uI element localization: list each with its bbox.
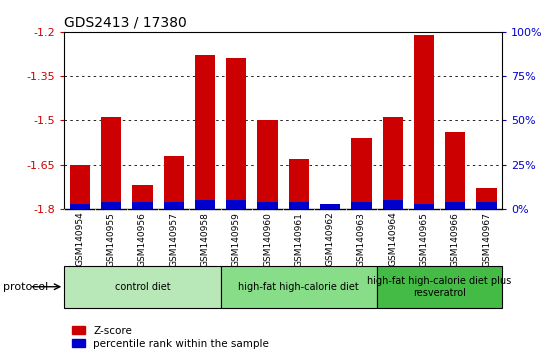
Text: GSM140966: GSM140966: [451, 212, 460, 267]
Bar: [195, 56, 215, 209]
Bar: [477, 188, 497, 209]
Text: GSM140962: GSM140962: [326, 212, 335, 267]
Bar: [477, 202, 497, 209]
Text: GSM140964: GSM140964: [388, 212, 397, 267]
Text: GSM140965: GSM140965: [420, 212, 429, 267]
Bar: [445, 202, 465, 209]
Bar: [132, 185, 152, 209]
Legend: Z-score, percentile rank within the sample: Z-score, percentile rank within the samp…: [72, 326, 269, 349]
Bar: [414, 204, 434, 209]
Bar: [414, 35, 434, 209]
Bar: [288, 202, 309, 209]
Bar: [320, 204, 340, 209]
Bar: [101, 202, 121, 209]
Text: control diet: control diet: [114, 282, 170, 292]
Bar: [101, 118, 121, 209]
Text: GSM140954: GSM140954: [75, 212, 84, 267]
Bar: [288, 159, 309, 209]
Text: high-fat high-calorie diet: high-fat high-calorie diet: [238, 282, 359, 292]
Bar: [377, 266, 502, 308]
Text: protocol: protocol: [3, 282, 48, 292]
Text: GSM140955: GSM140955: [107, 212, 116, 267]
Bar: [195, 200, 215, 209]
Bar: [70, 165, 90, 209]
Bar: [226, 58, 247, 209]
Bar: [383, 118, 403, 209]
Text: GSM140959: GSM140959: [232, 212, 240, 267]
Bar: [163, 202, 184, 209]
Text: GSM140961: GSM140961: [294, 212, 304, 267]
Text: high-fat high-calorie diet plus
resveratrol: high-fat high-calorie diet plus resverat…: [368, 276, 512, 298]
Text: GSM140960: GSM140960: [263, 212, 272, 267]
Text: GSM140958: GSM140958: [200, 212, 209, 267]
Text: GSM140956: GSM140956: [138, 212, 147, 267]
Text: GSM140967: GSM140967: [482, 212, 491, 267]
Bar: [163, 156, 184, 209]
Text: GSM140963: GSM140963: [357, 212, 366, 267]
Bar: [64, 266, 220, 308]
Bar: [70, 204, 90, 209]
Bar: [351, 202, 372, 209]
Bar: [226, 200, 247, 209]
Bar: [383, 200, 403, 209]
Bar: [257, 120, 278, 209]
Text: GSM140957: GSM140957: [169, 212, 178, 267]
Text: GDS2413 / 17380: GDS2413 / 17380: [64, 15, 187, 29]
Bar: [445, 132, 465, 209]
Bar: [132, 202, 152, 209]
Bar: [220, 266, 377, 308]
Bar: [351, 138, 372, 209]
Bar: [257, 202, 278, 209]
